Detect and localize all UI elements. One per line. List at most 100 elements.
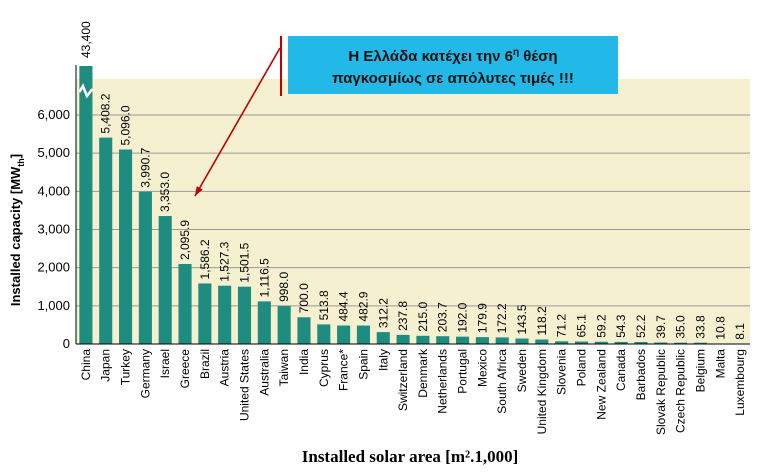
callout-accent-bar bbox=[280, 36, 282, 96]
value-label: 700.0 bbox=[297, 283, 311, 313]
y-axis-ticks: 0 1,000 2,000 3,000 4,000 5,000 6,000 bbox=[37, 107, 70, 351]
value-label: 33.8 bbox=[693, 315, 707, 339]
callout-line-2: παγκοσμίως σε απόλυτες τιμές !!! bbox=[332, 70, 574, 87]
value-label: 1,586.2 bbox=[198, 239, 212, 279]
x-tick-label: Japan bbox=[99, 349, 113, 382]
value-label: 39.7 bbox=[654, 315, 668, 339]
y-tick-label: 2,000 bbox=[37, 260, 70, 275]
x-tick-label: Switzerland bbox=[396, 349, 410, 411]
value-label: 52.2 bbox=[634, 314, 648, 338]
y-tick-label: 4,000 bbox=[37, 183, 70, 198]
bar bbox=[614, 341, 628, 344]
value-label: 118.2 bbox=[535, 306, 549, 335]
bar bbox=[376, 332, 390, 344]
value-label: 5,408.2 bbox=[99, 93, 113, 133]
value-label: 484.4 bbox=[337, 291, 351, 321]
x-tick-label: India bbox=[297, 349, 311, 375]
bar bbox=[396, 334, 410, 344]
bar bbox=[79, 66, 93, 344]
value-label: 1,116.5 bbox=[257, 258, 271, 297]
x-tick-label: Spain bbox=[356, 349, 370, 380]
value-label: 35.0 bbox=[674, 315, 688, 339]
x-tick-label: Denmark bbox=[416, 348, 430, 398]
bar bbox=[594, 341, 608, 344]
x-tick-label: Turkey bbox=[119, 349, 133, 385]
value-label: 1,527.3 bbox=[218, 241, 232, 281]
bar bbox=[119, 149, 133, 344]
bar bbox=[654, 342, 668, 344]
bar bbox=[277, 305, 291, 344]
x-tick-label: New Zealand bbox=[594, 349, 608, 420]
bar bbox=[555, 341, 569, 344]
bar bbox=[456, 336, 470, 344]
value-label: 172.2 bbox=[495, 303, 509, 333]
x-tick-label: Czech Republic bbox=[674, 349, 688, 433]
callout-arrow bbox=[194, 47, 281, 197]
x-tick-label: Israel bbox=[158, 349, 172, 378]
bar bbox=[138, 191, 152, 344]
bar bbox=[574, 341, 589, 344]
value-label: 179.9 bbox=[475, 303, 489, 333]
value-label: 3,990.7 bbox=[138, 147, 152, 187]
x-tick-label: Portugal bbox=[456, 349, 470, 394]
axis-break-mark bbox=[78, 83, 94, 99]
x-tick-label: Mexico bbox=[475, 349, 489, 387]
x-tick-label: Poland bbox=[575, 349, 589, 386]
value-label: 203.7 bbox=[436, 302, 450, 332]
bar bbox=[436, 336, 450, 344]
x-tick-label: Malta bbox=[713, 349, 727, 379]
x-tick-label: Cyprus bbox=[317, 349, 331, 387]
x-axis-ticks: China Japan Turkey Germany Israel Greece Brazi… bbox=[79, 348, 747, 435]
value-label: 312.2 bbox=[376, 298, 390, 328]
x-tick-label: Greece bbox=[178, 349, 192, 389]
bar bbox=[416, 335, 430, 344]
bar bbox=[634, 342, 648, 344]
value-label: 5,096.0 bbox=[119, 105, 133, 145]
y-tick-label: 5,000 bbox=[37, 145, 70, 160]
x-tick-label: United Kingdom bbox=[535, 349, 549, 434]
value-label: 143.5 bbox=[515, 304, 529, 334]
bars-group bbox=[78, 66, 747, 344]
value-label: 513.8 bbox=[317, 290, 331, 320]
bar bbox=[317, 324, 331, 344]
x-tick-label: United States bbox=[238, 349, 252, 421]
value-label: 65.1 bbox=[575, 314, 589, 338]
y-label-subscript: th bbox=[16, 158, 26, 167]
bar bbox=[475, 337, 489, 344]
bar bbox=[674, 342, 688, 344]
bar bbox=[297, 317, 311, 344]
value-label: 482.9 bbox=[356, 291, 370, 321]
bar bbox=[178, 264, 192, 344]
y-tick-label: 0 bbox=[63, 336, 70, 351]
bar bbox=[515, 338, 529, 344]
value-label: 1,501.5 bbox=[238, 242, 252, 282]
bar bbox=[337, 325, 351, 344]
bar bbox=[198, 283, 212, 344]
value-label: 237.8 bbox=[396, 301, 410, 331]
x-axis-label: Installed solar area [m².1,000] bbox=[302, 447, 518, 466]
y-label-end: ] bbox=[8, 154, 23, 158]
x-tick-label: Austria bbox=[218, 349, 232, 387]
bar bbox=[218, 285, 232, 344]
x-tick-label: Canada bbox=[614, 349, 628, 391]
value-label: 10.8 bbox=[713, 316, 727, 340]
value-label: 54.3 bbox=[614, 314, 628, 338]
value-label: 3,353.0 bbox=[158, 172, 172, 212]
y-tick-label: 1,000 bbox=[37, 298, 70, 313]
x-tick-label: France* bbox=[337, 349, 351, 391]
callout-box: Η Ελλάδα κατέχει την 6η θέση παγκοσμίως … bbox=[288, 36, 618, 94]
x-tick-label: Australia bbox=[257, 349, 271, 396]
bar bbox=[495, 337, 509, 344]
y-axis-label: Installed capacity [MWth] bbox=[8, 154, 26, 306]
value-label: 59.2 bbox=[594, 314, 608, 338]
value-label: 192.0 bbox=[456, 302, 470, 332]
callout-line-1: Η Ελλάδα κατέχει την 6η θέση bbox=[348, 47, 558, 65]
arrow-line bbox=[194, 47, 281, 197]
x-tick-label: Slovenia bbox=[555, 349, 569, 395]
x-tick-label: Italy bbox=[376, 349, 390, 371]
arrow-head bbox=[195, 186, 203, 197]
y-tick-label: 3,000 bbox=[37, 222, 70, 237]
y-tick-label: 6,000 bbox=[37, 107, 70, 122]
x-tick-label: Barbados bbox=[634, 349, 648, 400]
x-tick-label: Sweden bbox=[515, 349, 529, 392]
